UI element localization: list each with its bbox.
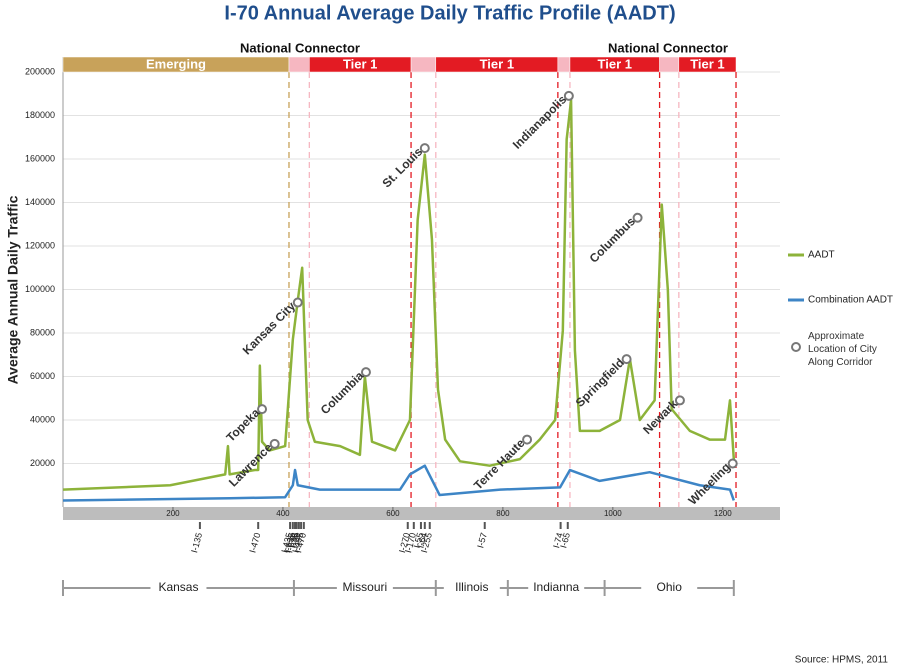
interstate-tick	[559, 522, 562, 529]
state-label: Indianna	[533, 580, 579, 594]
corridor-segment	[557, 56, 571, 73]
interstate-label: I-29	[289, 532, 303, 550]
y-tick-label: 140000	[25, 197, 55, 207]
city-marker	[563, 90, 574, 101]
corridor-segment	[659, 56, 680, 73]
state-label-bg	[528, 580, 585, 596]
city-marker	[674, 395, 685, 406]
city-label: Newark	[640, 397, 680, 437]
state-label: Illinois	[455, 580, 488, 594]
y-axis-label: Average Annual Daily Traffic	[5, 195, 21, 384]
y-tick-label: 180000	[25, 110, 55, 120]
state-label: Missouri	[343, 580, 388, 594]
interstate-label: I-470	[247, 532, 262, 554]
y-tick-label: 20000	[30, 458, 55, 468]
city-marker	[632, 212, 643, 223]
interstate-tick	[297, 522, 300, 529]
city-label: Columbia	[318, 368, 367, 417]
x-tick-label: 1200	[714, 509, 732, 518]
interstate-tick	[419, 522, 422, 529]
interstate-label: I-65	[558, 532, 572, 550]
city-marker	[419, 143, 430, 154]
annotation: National Connector	[240, 40, 360, 55]
legend-label: Combination AADT	[808, 295, 893, 306]
series-line	[62, 99, 736, 491]
interstate-label: I-135	[189, 532, 204, 554]
x-axis-band	[63, 507, 780, 520]
state-label: Kansas	[158, 580, 198, 594]
interstate-tick	[295, 522, 298, 529]
interstate-tick	[406, 522, 409, 529]
corridor-segment	[410, 56, 437, 73]
x-tick-label: 400	[276, 509, 290, 518]
x-tick-label: 1000	[604, 509, 622, 518]
city-marker	[292, 297, 303, 308]
interstate-tick	[294, 522, 297, 529]
interstate-label: I-35	[287, 532, 301, 550]
annotation: National Connector	[608, 40, 728, 55]
state-label-bg	[443, 580, 500, 596]
interstate-tick	[257, 522, 260, 529]
state-label-bg	[150, 580, 207, 596]
city-marker	[360, 367, 371, 378]
segment-label: Tier 1	[480, 56, 514, 71]
interstate-label: I-64	[415, 532, 429, 550]
interstate-tick	[302, 522, 305, 529]
interstate-tick	[300, 522, 303, 529]
city-label: Topeka	[223, 405, 262, 444]
interstate-label: I-55	[412, 532, 426, 550]
y-tick-label: 40000	[30, 414, 55, 424]
city-marker	[269, 438, 280, 449]
corridor-segment	[288, 56, 310, 73]
city-label: Kansas City	[240, 299, 299, 358]
interstate-label: I-57	[475, 532, 489, 550]
corridor-segment	[678, 56, 737, 73]
interstate-tick	[198, 522, 201, 529]
source: Source: HPMS, 2011	[795, 655, 889, 666]
segment-label: Emerging	[146, 56, 206, 71]
city-marker	[727, 458, 738, 469]
city-marker	[522, 434, 533, 445]
legend-marker	[791, 342, 801, 352]
y-tick-label: 120000	[25, 240, 55, 250]
y-tick-label: 200000	[25, 66, 55, 76]
segment-label: Tier 1	[690, 56, 724, 71]
city-marker	[621, 354, 632, 365]
city-marker	[257, 404, 268, 415]
segment-label: Tier 1	[343, 56, 377, 71]
y-tick-label: 160000	[25, 153, 55, 163]
legend-label: AADT	[808, 250, 835, 261]
interstate-tick	[428, 522, 431, 529]
state-label-bg	[641, 580, 698, 596]
city-label: Lawrence	[226, 440, 275, 489]
state-label: Ohio	[657, 580, 683, 594]
city-label: Indianapolis	[510, 92, 570, 152]
chart-title: I-70 Annual Average Daily Traffic Profil…	[224, 2, 675, 24]
segment-label: Tier 1	[598, 56, 632, 71]
legend-label: Approximate Location of City Along Corri…	[808, 331, 877, 368]
y-tick-label: 100000	[25, 284, 55, 294]
interstate-tick	[483, 522, 486, 529]
y-tick-label: 60000	[30, 371, 55, 381]
x-tick-label: 200	[166, 509, 180, 518]
city-label: Columbus	[587, 214, 639, 266]
interstate-tick	[289, 522, 292, 529]
series-line	[62, 464, 735, 502]
interstate-tick	[423, 522, 426, 529]
interstate-tick	[566, 522, 569, 529]
x-tick-label: 600	[386, 509, 400, 518]
interstate-tick	[412, 522, 415, 529]
state-label-bg	[336, 580, 393, 596]
y-tick-label: 80000	[30, 327, 55, 337]
city-label: St. Louis	[379, 144, 425, 190]
city-label: Springfield	[573, 356, 627, 410]
interstate-label: I-74	[551, 532, 565, 550]
x-tick-label: 800	[496, 509, 510, 518]
interstate-tick	[291, 522, 294, 529]
